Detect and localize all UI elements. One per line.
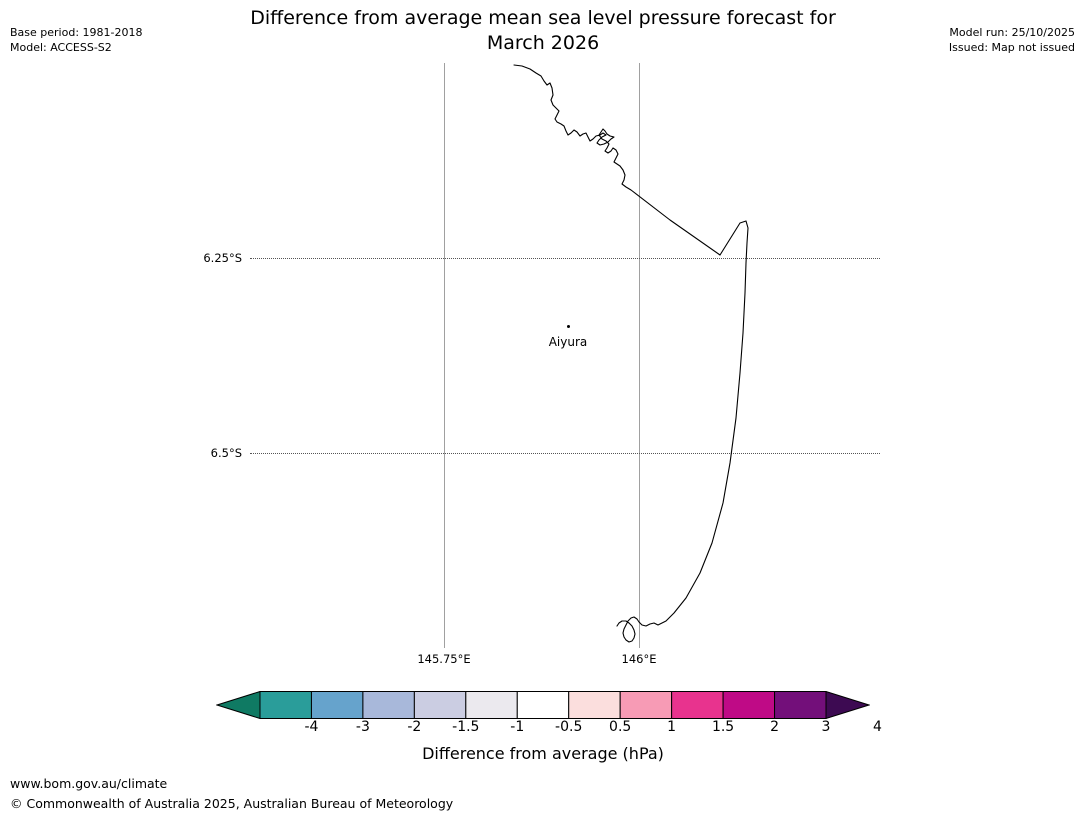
map-plot-area: 6.25°S 6.5°S 145.75°E 146°E Aiyura xyxy=(203,63,880,666)
issued-text: Issued: Map not issued xyxy=(948,41,1075,54)
colorbar-tick-1: 1 xyxy=(667,719,677,735)
ytick-label-6-25S: 6.25°S xyxy=(203,251,242,265)
colorbar-swatch xyxy=(568,691,621,719)
gridline-latitude-6-5 xyxy=(250,453,880,454)
city-marker-aiyura xyxy=(567,325,570,328)
colorbar-axis-label: Difference from average (hPa) xyxy=(422,744,664,763)
footer-website[interactable]: www.bom.gov.au/climate xyxy=(10,776,168,791)
colorbar-tick-2: 2 xyxy=(770,719,779,735)
page-title-line-2: March 2026 xyxy=(486,32,600,54)
header-meta-left: Base period: 1981-2018 Model: ACCESS-S2 xyxy=(10,25,142,55)
colorbar-swatch xyxy=(774,691,827,719)
coastline-path xyxy=(513,64,749,643)
colorbar-tick-neg1-5: -1.5 xyxy=(452,719,480,735)
colorbar-tick-neg3: -3 xyxy=(355,719,370,735)
gridline-longitude-146 xyxy=(639,63,640,648)
colorbar-extend-low xyxy=(216,691,261,719)
header-meta-right: Model run: 25/10/2025 Issued: Map not is… xyxy=(949,25,1075,55)
colorbar-swatch xyxy=(516,691,570,719)
colorbar-tick-labels: -4 -3 -2 -1.5 -1 -0.5 0.5 1 1.5 2 3 4 xyxy=(216,719,881,737)
xtick-label-145-75E: 145.75°E xyxy=(417,652,471,666)
colorbar-tick-neg0-5: -0.5 xyxy=(555,719,583,735)
colorbar-swatches xyxy=(216,691,870,719)
colorbar-tick-3: 3 xyxy=(821,719,831,735)
ytick-label-6-5S: 6.5°S xyxy=(210,446,242,460)
colorbar-tick-neg2: -2 xyxy=(407,719,422,735)
colorbar-swatch xyxy=(413,691,467,719)
page-title-line-1: Difference from average mean sea level p… xyxy=(250,7,836,29)
colorbar-tick-1neg5: 1.5 xyxy=(711,719,735,735)
colorbar-swatch xyxy=(259,691,312,719)
gridline-latitude-6-25 xyxy=(250,258,880,259)
gridline-longitude-145-75 xyxy=(444,63,445,648)
footer-copyright: © Commonwealth of Australia 2025, Austra… xyxy=(10,796,454,811)
colorbar-swatch xyxy=(722,691,776,719)
colorbar-swatch xyxy=(465,691,518,719)
model-text: Model: ACCESS-S2 xyxy=(10,41,112,54)
colorbar-extend-high xyxy=(825,691,870,719)
city-label-aiyura: Aiyura xyxy=(548,335,588,349)
colorbar-tick-neg1: -1 xyxy=(510,719,525,735)
colorbar-tick-0neg5: 0.5 xyxy=(609,719,632,735)
colorbar-swatch xyxy=(310,691,364,719)
model-run-text: Model run: 25/10/2025 xyxy=(949,26,1075,39)
page-title: Difference from average mean sea level p… xyxy=(180,6,906,56)
colorbar-tick-4: 4 xyxy=(872,719,882,735)
colorbar-swatch xyxy=(619,691,673,719)
colorbar xyxy=(216,691,870,719)
colorbar-swatch xyxy=(362,691,415,719)
colorbar-tick-neg4: -4 xyxy=(304,719,319,735)
xtick-label-146E: 146°E xyxy=(621,652,657,666)
base-period-text: Base period: 1981-2018 xyxy=(10,26,143,39)
colorbar-swatch xyxy=(671,691,724,719)
